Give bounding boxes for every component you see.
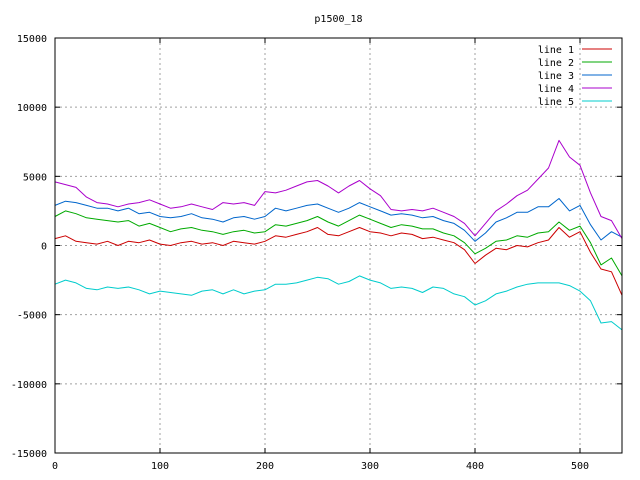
x-tick-label: 0 — [52, 461, 58, 472]
y-tick-label: -10000 — [11, 380, 47, 391]
legend: line 1 line 2 line 3 line 4 line 5 — [538, 45, 612, 108]
legend-label-4: line 4 — [538, 84, 574, 95]
chart-title: p1500_18 — [314, 14, 362, 25]
series-line-2 — [54, 210, 623, 277]
grid — [55, 38, 622, 453]
y-tick-label: 15000 — [17, 34, 47, 45]
legend-label-3: line 3 — [538, 71, 574, 82]
series-line-5 — [54, 275, 623, 331]
legend-label-2: line 2 — [538, 58, 574, 69]
series-line-3 — [54, 198, 623, 242]
axes: 0 100 200 300 400 500 -15000 -10000 -5000 0 5000 10… — [11, 34, 623, 472]
y-tick-label: 5000 — [23, 172, 47, 183]
y-tick-label: 10000 — [17, 103, 47, 114]
y-tick-label: -15000 — [11, 449, 47, 460]
legend-label-5: line 5 — [538, 97, 574, 108]
x-tick-label: 400 — [466, 461, 484, 472]
series-line-4 — [54, 139, 623, 239]
x-tick-label: 500 — [571, 461, 589, 472]
series-lines — [54, 139, 623, 331]
plot-frame — [54, 37, 623, 454]
x-tick-label: 100 — [151, 461, 169, 472]
legend-label-1: line 1 — [538, 45, 574, 56]
x-tick-label: 200 — [256, 461, 274, 472]
series-line-1 — [54, 227, 623, 296]
y-tick-label: -5000 — [17, 311, 47, 322]
y-tick-label: 0 — [41, 242, 47, 253]
x-tick-label: 300 — [361, 461, 379, 472]
